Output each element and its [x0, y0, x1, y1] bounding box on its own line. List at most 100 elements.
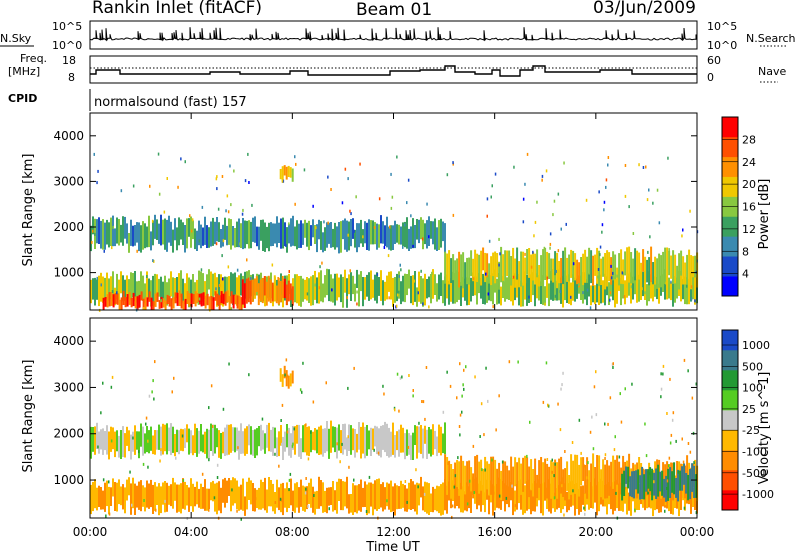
heatmap-speckle — [415, 468, 417, 472]
heatmap-cell — [480, 277, 482, 299]
heatmap-cell — [510, 256, 513, 286]
heatmap-cell — [346, 437, 348, 456]
heatmap-cell — [166, 423, 168, 455]
heatmap-cell — [106, 219, 108, 245]
heatmap-speckle — [321, 261, 323, 265]
heatmap-cell — [162, 423, 164, 455]
heatmap-cell — [248, 424, 250, 446]
heatmap-cell — [568, 254, 571, 282]
heatmap-cell — [150, 280, 152, 307]
heatmap-cell — [326, 487, 328, 514]
heatmap-cell — [273, 275, 276, 302]
heatmap-speckle — [216, 187, 218, 191]
heatmap-cell — [612, 482, 614, 515]
heatmap-cell — [318, 219, 320, 240]
heatmap-cell — [186, 291, 189, 304]
heatmap-cell — [360, 219, 362, 244]
heatmap-cell — [232, 294, 235, 309]
heatmap-speckle — [407, 178, 410, 182]
heatmap-cell — [394, 435, 396, 458]
heatmap-speckle — [672, 411, 675, 415]
heatmap-cell — [496, 468, 499, 494]
heatmap-cell — [626, 276, 628, 298]
heatmap-cell — [190, 430, 192, 454]
heatmap-speckle — [268, 297, 271, 301]
heatmap-cell — [430, 274, 432, 304]
heatmap-cell — [466, 277, 468, 306]
colorbar-tick-label: 8 — [742, 245, 749, 258]
heatmap-cell — [254, 429, 256, 458]
heatmap-cell — [508, 470, 511, 497]
heatmap-speckle — [658, 221, 661, 225]
heatmap-speckle — [689, 450, 692, 454]
heatmap-speckle — [662, 364, 665, 368]
heatmap-cell — [442, 221, 444, 242]
heatmap-speckle — [246, 258, 248, 262]
heatmap-speckle — [485, 272, 487, 276]
heatmap-speckle — [189, 214, 191, 218]
heatmap-cell — [298, 424, 300, 457]
heatmap-cell — [112, 427, 114, 450]
heatmap-cell — [106, 272, 108, 300]
heatmap-speckle — [457, 456, 459, 460]
heatmap-cell — [124, 216, 126, 239]
heatmap-speckle — [662, 372, 664, 376]
heatmap-cell — [128, 279, 130, 299]
heatmap-cell — [144, 297, 147, 310]
heatmap-cell — [667, 468, 670, 501]
heatmap-speckle — [624, 164, 627, 167]
heatmap-speckle — [418, 486, 420, 490]
heatmap-cell — [136, 281, 138, 303]
heatmap-cell — [412, 275, 414, 306]
heatmap-cell — [136, 222, 138, 243]
heatmap-speckle — [595, 370, 597, 374]
heatmap-speckle — [341, 442, 343, 446]
heatmap-cell — [281, 275, 284, 299]
heatmap-cell — [602, 256, 605, 277]
heatmap-speckle — [323, 220, 325, 224]
heatmap-cell — [614, 459, 617, 501]
heatmap-cell — [566, 461, 569, 491]
heatmap-cell — [100, 272, 102, 302]
heatmap-speckle — [681, 234, 683, 238]
heatmap-cell — [140, 480, 142, 512]
heatmap-speckle — [603, 200, 606, 204]
heatmap-cell — [316, 490, 318, 509]
heatmap-cell — [222, 277, 224, 307]
heatmap-speckle — [682, 228, 684, 232]
heatmap-cell — [116, 273, 118, 300]
heatmap-cell — [282, 436, 284, 460]
heatmap-speckle — [157, 152, 160, 156]
heatmap-cell — [236, 480, 238, 510]
heatmap-speckle — [610, 264, 612, 268]
heatmap-speckle — [571, 441, 574, 444]
heatmap-cell — [148, 215, 150, 248]
heatmap-speckle — [653, 480, 655, 484]
heatmap-speckle — [112, 225, 114, 229]
heatmap-cell — [446, 274, 448, 299]
heatmap-cell — [158, 278, 160, 297]
heatmap-speckle — [624, 387, 626, 391]
heatmap-cell — [332, 426, 334, 448]
heatmap-cell — [342, 276, 344, 308]
heatmap-speckle — [557, 249, 560, 253]
heatmap-cell — [192, 483, 194, 512]
heatmap-cell — [202, 434, 204, 453]
heatmap-cell — [250, 480, 252, 505]
heatmap-cell — [632, 276, 634, 300]
heatmap-cell — [376, 223, 378, 250]
heatmap-cell — [240, 423, 242, 454]
heatmap-speckle — [103, 249, 105, 253]
heatmap-cell — [226, 424, 228, 456]
heatmap-speckle — [149, 184, 151, 188]
heatmap-cell — [604, 273, 606, 306]
heatmap-cell — [198, 488, 200, 508]
heatmap-speckle — [612, 271, 614, 275]
x-tick-label: 00:00 — [680, 525, 715, 539]
heatmap-speckle — [154, 486, 157, 490]
heatmap-speckle — [247, 152, 249, 156]
heatmap-cell — [538, 275, 540, 301]
heatmap-speckle — [396, 293, 399, 297]
heatmap-cell — [268, 222, 270, 252]
heatmap-cell — [94, 426, 96, 455]
